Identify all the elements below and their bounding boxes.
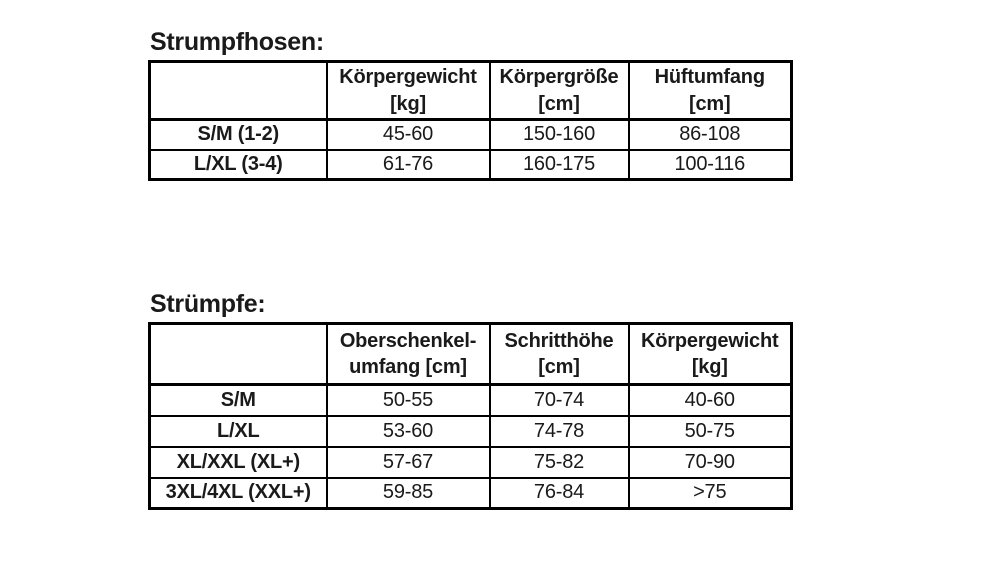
data-cell: 76-84 <box>488 476 630 510</box>
column-header-line2: [kg] <box>390 92 426 115</box>
column-header-line1: Körpergröße <box>499 66 619 89</box>
data-cell: 100-116 <box>627 148 793 181</box>
data-cell: 57-67 <box>325 445 491 479</box>
column-header-line2: [cm] <box>538 356 580 378</box>
column-header-line1: Körpergewicht <box>339 66 477 89</box>
column-header-line2: [kg] <box>691 356 728 378</box>
data-cell: 61-76 <box>325 148 491 181</box>
table-title-struempfe: Strümpfe: <box>150 290 266 318</box>
corner-cell <box>148 60 328 121</box>
data-cell: 40-60 <box>627 383 793 417</box>
data-cell: 50-75 <box>627 414 793 448</box>
table-row: 3XL/4XL (XXL+) 59-85 76-84 >75 <box>148 476 793 510</box>
column-header-koerpergroesse: Körpergröße [cm] <box>488 60 630 121</box>
column-header-line1: Schritthöhe <box>504 329 614 352</box>
data-cell: 70-90 <box>627 445 793 479</box>
data-cell: 53-60 <box>325 414 491 448</box>
data-cell: 59-85 <box>325 476 491 510</box>
table-row: S/M 50-55 70-74 40-60 <box>148 383 793 417</box>
data-cell: 70-74 <box>488 383 630 417</box>
data-cell: 160-175 <box>488 148 630 181</box>
header-row: Körpergewicht [kg] Körpergröße [cm] Hüft… <box>148 60 793 121</box>
column-header-oberschenkelumfang: Oberschenkel- umfang [cm] <box>325 322 491 386</box>
data-cell: 45-60 <box>325 118 491 151</box>
table-row: L/XL (3-4) 61-76 160-175 100-116 <box>148 148 793 181</box>
row-label-cell: L/XL <box>148 414 328 448</box>
data-cell: 74-78 <box>488 414 630 448</box>
column-header-line2: [cm] <box>689 92 731 115</box>
column-header-line1: Körpergewicht <box>641 329 779 352</box>
column-header-line2: umfang [cm] <box>349 356 467 378</box>
data-cell: >75 <box>627 476 793 510</box>
table-row: XL/XXL (XL+) 57-67 75-82 70-90 <box>148 445 793 479</box>
data-cell: 50-55 <box>325 383 491 417</box>
row-label-cell: 3XL/4XL (XXL+) <box>148 476 328 510</box>
column-header-line2: [cm] <box>538 92 580 115</box>
row-label-cell: L/XL (3-4) <box>148 148 328 181</box>
column-header-line1: Oberschenkel- <box>339 329 477 352</box>
strumpfhosen-size-table: Körpergewicht [kg] Körpergröße [cm] Hüft… <box>148 60 793 181</box>
data-cell: 75-82 <box>488 445 630 479</box>
column-header-schritthoehe: Schritthöhe [cm] <box>488 322 630 386</box>
struempfe-size-table: Oberschenkel- umfang [cm] Schritthöhe [c… <box>148 322 793 510</box>
data-cell: 150-160 <box>488 118 630 151</box>
row-label-cell: S/M <box>148 383 328 417</box>
header-row: Oberschenkel- umfang [cm] Schritthöhe [c… <box>148 322 793 386</box>
column-header-line1: Hüftumfang <box>654 66 765 89</box>
row-label-cell: S/M (1-2) <box>148 118 328 151</box>
data-cell: 86-108 <box>627 118 793 151</box>
column-header-hueftumfang: Hüftumfang [cm] <box>627 60 793 121</box>
column-header-koerpergewicht: Körpergewicht [kg] <box>325 60 491 121</box>
row-label-cell: XL/XXL (XL+) <box>148 445 328 479</box>
column-header-koerpergewicht: Körpergewicht [kg] <box>627 322 793 386</box>
table-row: L/XL 53-60 74-78 50-75 <box>148 414 793 448</box>
table-row: S/M (1-2) 45-60 150-160 86-108 <box>148 118 793 151</box>
corner-cell <box>148 322 328 386</box>
table-title-strumpfhosen: Strumpfhosen: <box>150 28 324 56</box>
